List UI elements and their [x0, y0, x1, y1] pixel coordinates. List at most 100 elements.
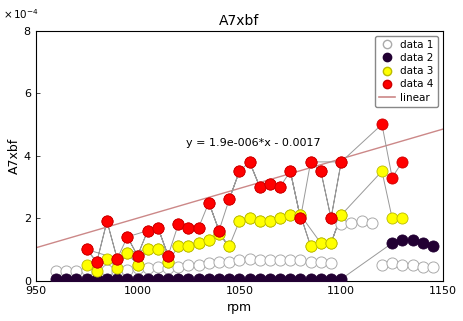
- Legend: data 1, data 2, data 3, data 4, linear: data 1, data 2, data 3, data 4, linear: [375, 36, 437, 107]
- data 1: [307, 259, 314, 265]
- data 4: [296, 216, 304, 221]
- data 1: [428, 264, 436, 269]
- data 2: [205, 276, 212, 282]
- data 3: [164, 259, 171, 265]
- data 2: [296, 276, 304, 282]
- data 4: [326, 216, 334, 221]
- data 4: [276, 184, 283, 189]
- data 1: [133, 265, 141, 271]
- data 3: [266, 219, 273, 224]
- data 4: [245, 159, 253, 164]
- data 3: [215, 231, 222, 236]
- data 3: [235, 219, 243, 224]
- data 3: [225, 244, 232, 249]
- data 3: [276, 216, 283, 221]
- data 3: [184, 244, 192, 249]
- data 1: [164, 265, 171, 271]
- data 4: [184, 225, 192, 230]
- data 2: [388, 240, 395, 246]
- data 4: [164, 253, 171, 258]
- Y-axis label: A7xbf: A7xbf: [8, 137, 21, 174]
- data 3: [194, 240, 202, 246]
- data 2: [326, 276, 334, 282]
- data 1: [347, 220, 354, 225]
- data 4: [154, 225, 161, 230]
- data 4: [133, 253, 141, 258]
- data 1: [83, 267, 90, 272]
- data 3: [276, 216, 283, 221]
- data 2: [225, 276, 232, 282]
- data 3: [286, 213, 294, 218]
- data 4: [235, 169, 243, 174]
- data 4: [133, 253, 141, 258]
- data 3: [154, 247, 161, 252]
- data 2: [184, 276, 192, 282]
- data 1: [113, 269, 121, 274]
- data 2: [316, 276, 324, 282]
- data 3: [205, 238, 212, 243]
- data 1: [367, 220, 375, 225]
- data 4: [256, 184, 263, 189]
- data 2: [428, 244, 436, 249]
- data 4: [276, 184, 283, 189]
- data 1: [123, 267, 131, 272]
- data 4: [377, 122, 385, 127]
- data 4: [307, 159, 314, 164]
- data 3: [286, 213, 294, 218]
- data 2: [83, 276, 90, 282]
- data 3: [113, 265, 121, 271]
- data 2: [63, 277, 70, 282]
- data 4: [296, 216, 304, 221]
- data 2: [113, 277, 121, 282]
- data 1: [93, 269, 100, 274]
- data 2: [174, 276, 181, 282]
- data 3: [326, 240, 334, 246]
- data 4: [337, 159, 344, 164]
- data 4: [113, 256, 121, 261]
- data 4: [326, 216, 334, 221]
- Text: $\times\, 10^{-4}$: $\times\, 10^{-4}$: [3, 7, 39, 21]
- data 4: [93, 259, 100, 265]
- data 2: [144, 277, 151, 282]
- Title: A7xbf: A7xbf: [219, 14, 259, 28]
- data 3: [103, 256, 111, 261]
- data 3: [123, 250, 131, 255]
- data 1: [286, 258, 294, 263]
- data 4: [123, 234, 131, 239]
- data 3: [215, 231, 222, 236]
- data 4: [398, 159, 405, 164]
- data 4: [93, 259, 100, 265]
- data 3: [164, 259, 171, 265]
- data 4: [316, 169, 324, 174]
- data 3: [123, 250, 131, 255]
- data 4: [266, 181, 273, 186]
- data 2: [418, 240, 425, 246]
- data 4: [174, 222, 181, 227]
- data 1: [103, 267, 111, 272]
- data 3: [398, 216, 405, 221]
- data 4: [286, 169, 294, 174]
- data 3: [256, 219, 263, 224]
- data 1: [205, 261, 212, 266]
- data 2: [73, 277, 80, 282]
- data 4: [337, 159, 344, 164]
- data 3: [174, 244, 181, 249]
- data 4: [225, 197, 232, 202]
- data 1: [52, 269, 60, 274]
- data 1: [174, 264, 181, 269]
- data 4: [215, 228, 222, 233]
- data 4: [194, 225, 202, 230]
- data 4: [174, 222, 181, 227]
- data 4: [83, 247, 90, 252]
- data 3: [388, 216, 395, 221]
- data 2: [245, 276, 253, 282]
- data 3: [266, 219, 273, 224]
- data 1: [256, 258, 263, 263]
- data 4: [266, 181, 273, 186]
- data 4: [225, 197, 232, 202]
- data 4: [194, 225, 202, 230]
- data 2: [52, 276, 60, 282]
- data 3: [307, 244, 314, 249]
- X-axis label: rpm: rpm: [226, 301, 251, 314]
- data 4: [154, 225, 161, 230]
